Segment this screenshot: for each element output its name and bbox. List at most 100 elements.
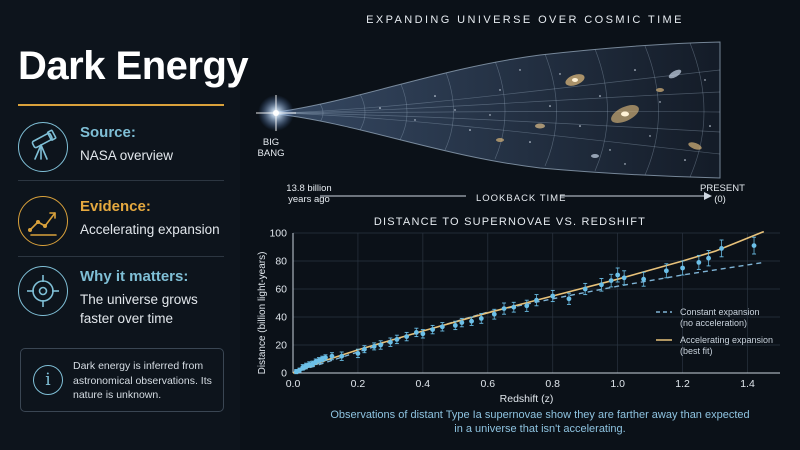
supernova-point xyxy=(439,322,445,332)
cone-grid xyxy=(277,42,720,178)
supernova-point xyxy=(459,317,465,328)
y-tick-label: 60 xyxy=(275,284,287,296)
chart-legend: Constant expansion(no acceleration) Accel… xyxy=(656,307,773,356)
supernova-point xyxy=(641,271,647,287)
info-item-source: Source: NASA overview xyxy=(18,118,230,176)
legend-label: Accelerating expansion xyxy=(680,335,773,345)
data-point xyxy=(582,286,588,292)
supernova-point xyxy=(696,254,702,270)
supernova-point xyxy=(413,327,419,338)
present-label: PRESENT (0) xyxy=(700,183,745,205)
data-point xyxy=(469,318,474,324)
x-axis-label: Redshift (z) xyxy=(500,393,554,405)
galaxy-icons xyxy=(496,69,702,158)
data-point xyxy=(751,243,757,248)
data-point xyxy=(696,260,702,265)
supernova-point xyxy=(452,320,458,331)
info-note: i Dark energy is inferred from astronomi… xyxy=(20,348,224,412)
legend-sublabel: (best fit) xyxy=(680,346,713,356)
rising-chart-icon xyxy=(18,196,68,246)
data-point xyxy=(388,339,393,345)
data-point xyxy=(599,282,604,288)
y-tick-label: 40 xyxy=(275,312,287,324)
data-point xyxy=(550,293,556,299)
source-heading: Source: xyxy=(80,124,136,141)
x-tick-label: 1.2 xyxy=(675,378,690,390)
supernova-point xyxy=(719,239,724,258)
data-point xyxy=(323,355,328,360)
supernova-point xyxy=(550,289,556,303)
supernova-point xyxy=(394,334,400,345)
data-point xyxy=(420,331,426,337)
supernova-point xyxy=(491,308,497,320)
y-tick-label: 20 xyxy=(275,340,287,352)
note-text: Dark energy is inferred from astronomica… xyxy=(73,360,212,401)
legend-sublabel: (no acceleration) xyxy=(680,318,747,328)
data-point xyxy=(566,296,572,302)
divider xyxy=(18,180,224,181)
data-point xyxy=(371,344,377,349)
x-tick-label: 0.2 xyxy=(351,378,366,390)
page-title: Dark Energy xyxy=(18,44,249,88)
supernova-point xyxy=(371,342,377,351)
data-point xyxy=(719,246,724,251)
supernova-point xyxy=(680,260,685,276)
x-tick-label: 0.6 xyxy=(480,378,495,390)
supernova-point xyxy=(501,302,507,315)
supernova-point xyxy=(751,236,757,255)
data-point xyxy=(524,303,530,309)
data-point xyxy=(362,346,367,352)
data-point xyxy=(297,367,302,373)
data-point xyxy=(641,276,647,282)
x-tick-label: 0.4 xyxy=(416,378,431,390)
title-underline xyxy=(18,104,224,106)
data-point xyxy=(430,327,436,332)
data-point xyxy=(439,324,445,330)
data-point xyxy=(501,306,507,311)
supernova-point xyxy=(608,273,614,288)
data-point xyxy=(608,278,614,283)
illustration-title: EXPANDING UNIVERSE OVER COSMIC TIME xyxy=(366,14,684,26)
x-tick-label: 1.4 xyxy=(740,378,755,390)
data-point xyxy=(478,316,484,321)
y-tick-label: 100 xyxy=(269,228,287,240)
supernova-point xyxy=(303,362,309,370)
expansion-cone xyxy=(276,41,721,179)
y-tick-label: 80 xyxy=(275,256,287,268)
supernova-point xyxy=(706,250,711,267)
lookback-time-label: LOOKBACK TIME xyxy=(476,193,567,204)
data-point xyxy=(706,255,711,261)
lookback-time-axis xyxy=(320,192,712,200)
why-heading: Why it matters: xyxy=(80,268,189,285)
supernova-point xyxy=(478,313,484,324)
data-point xyxy=(378,342,384,348)
supernova-chart: 0.0 0.2 0.4 0.6 0.8 1.0 1.2 1.4 0 20 40 60 80 100 Reds… xyxy=(257,228,780,405)
data-point xyxy=(680,265,685,271)
supernova-point xyxy=(430,324,436,335)
data-point xyxy=(355,351,361,356)
data-point xyxy=(534,297,539,303)
telescope-icon xyxy=(18,122,68,172)
constant-expansion-line xyxy=(292,261,764,374)
chart-caption: Observations of distant Type Ia supernov… xyxy=(330,409,750,435)
supernova-point xyxy=(362,345,367,354)
supernova-point xyxy=(420,329,426,339)
data-point xyxy=(452,323,458,328)
y-axis-label: Distance (billion light-years) xyxy=(257,252,268,375)
supernova-point xyxy=(599,278,604,292)
supernova-point xyxy=(339,351,345,361)
supernova-point xyxy=(582,282,588,296)
x-tick-label: 0.0 xyxy=(286,378,301,390)
data-point xyxy=(663,268,669,274)
supernova-point xyxy=(469,316,474,326)
data-point xyxy=(394,337,400,342)
chart-title: DISTANCE TO SUPERNOVAE VS. REDSHIFT xyxy=(373,216,647,228)
target-icon xyxy=(18,266,68,316)
left-panel: Dark Energy Source: NASA overview xyxy=(0,0,249,450)
data-point xyxy=(404,334,410,339)
why-text: The universe grows faster over time xyxy=(80,292,198,326)
big-bang-label: BIG BANG xyxy=(257,137,285,159)
expanding-universe-illustration xyxy=(256,41,721,200)
data-point xyxy=(459,320,465,325)
info-item-evidence: Evidence: Accelerating expansion xyxy=(18,192,230,250)
